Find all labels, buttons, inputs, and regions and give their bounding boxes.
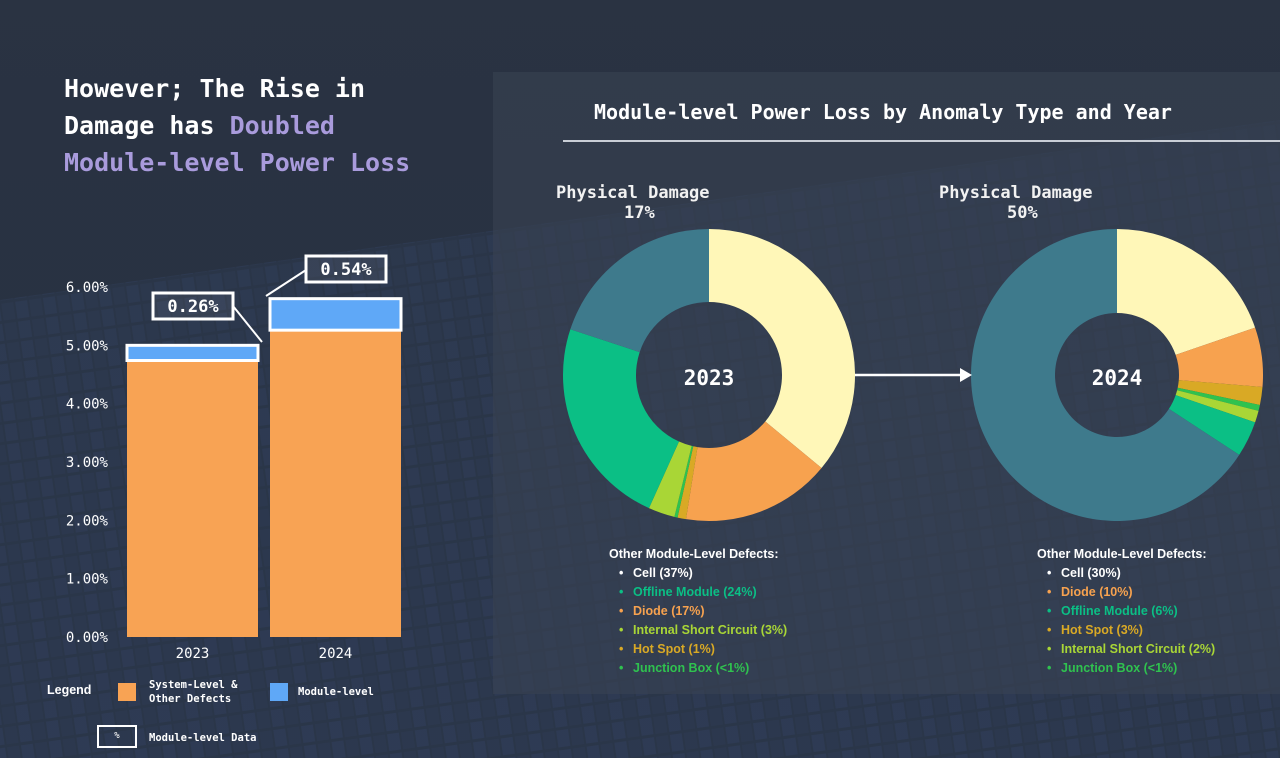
donut-slice-internal-short-circuit-2024 xyxy=(1175,390,1259,423)
legend-label-module-level: Module-level xyxy=(298,686,374,698)
module-level-highlight-box-2023 xyxy=(125,343,260,363)
physical-damage-2023-label: Physical Damage xyxy=(556,183,710,203)
donut-panel-title: Module-level Power Loss by Anomaly Type … xyxy=(594,100,1172,124)
donut-slice-diode-2024 xyxy=(1175,327,1263,388)
headline-line-3: Module-level Power Loss xyxy=(64,148,411,177)
headline-line-2: Damage has Doubled xyxy=(64,107,484,144)
legend-label-system-level: System-Level & Other Defects xyxy=(149,678,238,706)
x-tick-label: 2023 xyxy=(176,646,210,662)
physical-damage-2024-label: Physical Damage xyxy=(939,183,1093,203)
defect-item-hot-spot: Hot Spot (3%) xyxy=(1047,621,1215,640)
defect-item-offline-module: Offline Module (24%) xyxy=(619,583,787,602)
y-tick-label: 4.00% xyxy=(66,397,109,413)
donut-center-label-2024: 2024 xyxy=(1092,366,1143,390)
defects-list-2024: Other Module-Level Defects: Cell (30%)Di… xyxy=(1037,545,1215,678)
defect-item-internal-short-circuit: Internal Short Circuit (2%) xyxy=(1047,640,1215,659)
module-level-highlight-box-2024 xyxy=(268,297,403,332)
stacked-bar-chart: 0.00% 1.00% 2.00% 3.00% 4.00% 5.00% 6.00% 2023 2… xyxy=(66,254,403,662)
donut-slice-offline-module-2023 xyxy=(563,329,679,509)
annotation-label: 0.54% xyxy=(320,260,372,280)
headline-accent-doubled: Doubled xyxy=(229,111,335,140)
annotation-box xyxy=(304,254,388,284)
y-tick-label: 0.00% xyxy=(66,630,109,646)
y-tick-label: 1.00% xyxy=(66,572,109,588)
donut-slice-junction-box-2023 xyxy=(674,445,694,518)
y-tick-label: 5.00% xyxy=(66,338,109,354)
defect-item-internal-short-circuit: Internal Short Circuit (3%) xyxy=(619,621,787,640)
physical-damage-2024-pct: 50% xyxy=(1007,203,1038,223)
bar-module-level-2023 xyxy=(127,345,258,361)
legend-label-system-level-line-1: System-Level & xyxy=(149,679,238,691)
bar-system-level-2024 xyxy=(270,330,401,637)
y-tick-label: 3.00% xyxy=(66,455,109,471)
defect-item-cell: Cell (37%) xyxy=(619,564,787,583)
annotation-connector xyxy=(232,305,263,343)
legend-label-system-level-line-2: Other Defects xyxy=(149,693,232,705)
donut-slice-cell-2023 xyxy=(709,229,855,468)
annotation-box xyxy=(151,291,235,321)
defects-header-2024: Other Module-Level Defects: xyxy=(1037,547,1207,561)
bar-module-level-2024 xyxy=(270,298,401,331)
defects-list-2023: Other Module-Level Defects: Cell (37%)Of… xyxy=(609,545,787,678)
physical-damage-2024: Physical Damage 50% xyxy=(939,183,1093,223)
headline: However; The Rise in Damage has Doubled … xyxy=(64,70,484,181)
physical-damage-2023: Physical Damage 17% xyxy=(556,183,710,223)
legend-swatch-module-level xyxy=(270,683,288,701)
donut-slice-diode-2023 xyxy=(685,421,822,521)
donut-slice-hot-spot-2023 xyxy=(677,446,698,520)
donut-slice-internal-short-circuit-2023 xyxy=(648,441,692,517)
title-underline xyxy=(563,140,1280,142)
headline-line-1: However; The Rise in xyxy=(64,74,366,103)
bar-system-level-2023 xyxy=(127,360,258,637)
defects-header-2023: Other Module-Level Defects: xyxy=(609,547,779,561)
donut-center-label-2023: 2023 xyxy=(684,366,735,390)
donut-slice-cell-2024 xyxy=(1117,229,1256,355)
physical-damage-2023-pct: 17% xyxy=(624,203,655,223)
arrow-head-icon xyxy=(960,368,972,382)
defect-item-cell: Cell (30%) xyxy=(1047,564,1215,583)
donut-slice-offline-module-2024 xyxy=(1168,395,1256,455)
legend-label-module-level-data: Module-level Data xyxy=(149,732,257,744)
x-tick-label: 2024 xyxy=(319,646,353,662)
defect-item-junction-box: Junction Box (<1%) xyxy=(619,659,787,678)
donut-slice-physical-damage-2024 xyxy=(971,229,1240,521)
annotation-label: 0.26% xyxy=(167,297,219,317)
legend-title: Legend xyxy=(47,683,92,697)
donut-slice-hot-spot-2024 xyxy=(1177,380,1263,405)
y-tick-label: 6.00% xyxy=(66,280,109,296)
annotation-connector xyxy=(265,269,307,297)
donut-slice-junction-box-2024 xyxy=(1177,387,1260,411)
headline-line-2-plain: Damage has xyxy=(64,111,230,140)
defect-item-hot-spot: Hot Spot (1%) xyxy=(619,640,787,659)
defect-item-junction-box: Junction Box (<1%) xyxy=(1047,659,1215,678)
defect-item-diode: Diode (17%) xyxy=(619,602,787,621)
legend-swatch-system-level xyxy=(118,683,136,701)
defect-item-offline-module: Offline Module (6%) xyxy=(1047,602,1215,621)
y-tick-label: 2.00% xyxy=(66,513,109,529)
donut-slice-physical-damage-2023 xyxy=(570,229,709,353)
legend-percent-box: % xyxy=(97,725,137,748)
defect-item-diode: Diode (10%) xyxy=(1047,583,1215,602)
